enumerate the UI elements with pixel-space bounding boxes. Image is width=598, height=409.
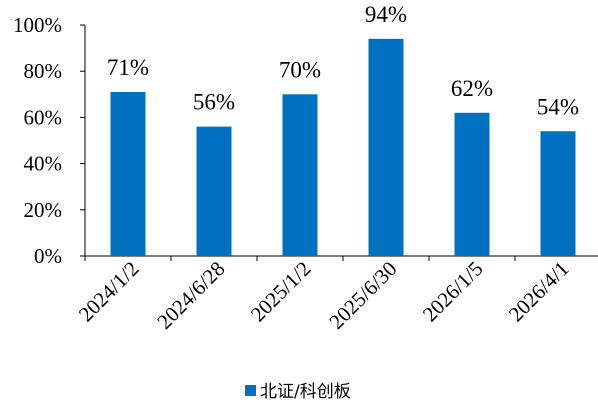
x-tick-label: 2026/4/1 [504,257,574,327]
x-tick-label: 2024/1/2 [74,257,144,327]
data-label: 94% [365,2,407,27]
bar [282,94,318,256]
data-label: 71% [107,55,149,80]
y-tick-label: 0% [34,244,62,268]
data-label: 56% [193,90,235,115]
chart-y-tick-labels: 0% 20% 40% 60% 80% 100% [13,13,62,268]
x-tick-label: 2025/6/30 [324,257,401,334]
chart-data-labels: 71% 56% 70% 94% 62% 54% [107,2,579,119]
y-tick-label: 100% [13,13,62,37]
x-tick-label: 2026/1/5 [418,257,488,327]
bar [110,91,146,257]
data-label: 54% [537,94,579,119]
legend-swatch [245,385,256,396]
y-tick-label: 20% [24,198,63,222]
x-tick-label: 2025/1/2 [246,257,316,327]
y-tick-label: 80% [24,59,63,83]
chart-axes [80,24,598,261]
y-tick-label: 40% [24,152,63,176]
bar [454,112,490,256]
y-tick-label: 60% [24,105,63,129]
bar [196,126,232,256]
legend-series-label: 北证/科创板 [260,382,351,402]
chart-bars [110,38,576,257]
chart-x-tick-labels: 2024/1/2 2024/6/28 2025/1/2 2025/6/30 2026/1… [74,257,574,334]
data-label: 62% [451,76,493,101]
chart-legend: 北证/科创板 [245,382,351,402]
bar [540,131,576,256]
bar [368,38,404,256]
x-tick-label: 2024/6/28 [152,257,229,334]
data-label: 70% [279,57,321,82]
